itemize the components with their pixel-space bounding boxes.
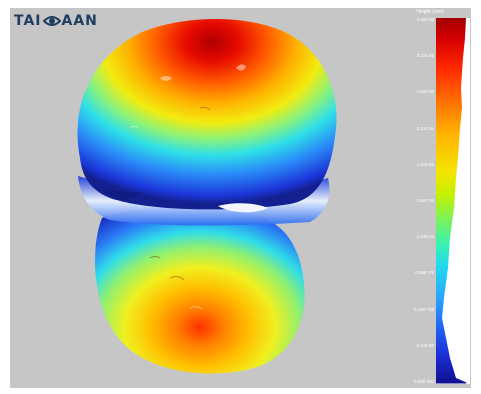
colorbar-tick-label: 1.597 65 — [416, 198, 434, 203]
colorbar-tick-label: 0.000 000 — [413, 379, 434, 384]
colorbar-title: Height (mm) — [416, 9, 444, 15]
logo-text-right: AAN — [61, 13, 98, 29]
tooth-3d-scan[interactable] — [10, 8, 471, 388]
tooth-lower-lobe — [95, 207, 305, 374]
left-shadow — [102, 186, 142, 200]
colorbar-tick-label: 3.116 86 — [416, 53, 434, 59]
surface-texture — [129, 64, 246, 310]
colorbar-tick-label: 0.128 93 — [416, 342, 434, 348]
tooth-upper-lobe — [77, 19, 337, 210]
colorbar-tick-label: 0.868 7/5 — [415, 270, 434, 276]
colorbar-tick-label: 2.699 95 — [416, 89, 434, 95]
eye-logo-icon — [42, 16, 61, 26]
colorbar-tick-label: 1.245 92 — [416, 234, 434, 240]
taicaan-logo: TAI AAN — [14, 12, 98, 30]
interproximal-gap — [218, 203, 268, 213]
colorbar-tick-label: 3.489 88 — [416, 17, 434, 22]
colorbar-tick-label: 0.450 735 — [413, 306, 434, 312]
height-map-viewer[interactable]: TAI AAN — [10, 8, 471, 388]
colorbar-tick-label: 1.918 83 — [416, 161, 434, 167]
height-histogram — [436, 18, 470, 384]
colorbar-tick-label: 2.311 94 — [416, 125, 434, 131]
logo-text-left: TAI — [14, 13, 42, 29]
